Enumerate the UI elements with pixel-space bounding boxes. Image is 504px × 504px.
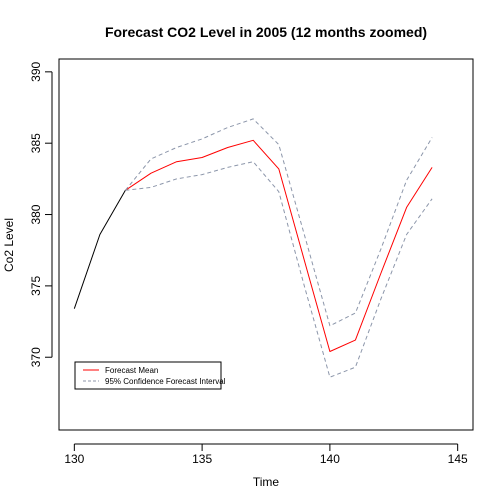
x-tick-label: 135: [192, 452, 212, 466]
y-tick-label: 375: [29, 276, 43, 296]
chart-title: Forecast CO2 Level in 2005 (12 months zo…: [105, 24, 427, 40]
y-tick-label: 385: [29, 133, 43, 153]
y-tick-label: 390: [29, 62, 43, 82]
legend-label: Forecast Mean: [105, 366, 158, 375]
series-line-lower: [125, 161, 433, 378]
x-tick-label: 130: [64, 452, 84, 466]
y-tick-label: 380: [29, 204, 43, 224]
x-axis-title: Time: [253, 475, 280, 489]
y-axis-title: Co2 Level: [2, 218, 16, 272]
plot-frame: [58, 58, 474, 431]
x-tick-label: 145: [448, 452, 468, 466]
x-tick-label: 140: [320, 452, 340, 466]
series-line-observed: [73, 190, 126, 309]
axes: 130 135 140 145 370 375 380 385 390: [29, 62, 468, 466]
legend-box: [74, 361, 222, 390]
legend-label: 95% Confidence Forecast Interval: [105, 377, 226, 386]
series-line-mean: [125, 139, 433, 352]
y-tick-label: 370: [29, 347, 43, 367]
legend: Forecast Mean 95% Confidence Forecast Int…: [74, 361, 226, 390]
plot-area: [73, 118, 433, 378]
series-line-upper: [125, 118, 433, 327]
